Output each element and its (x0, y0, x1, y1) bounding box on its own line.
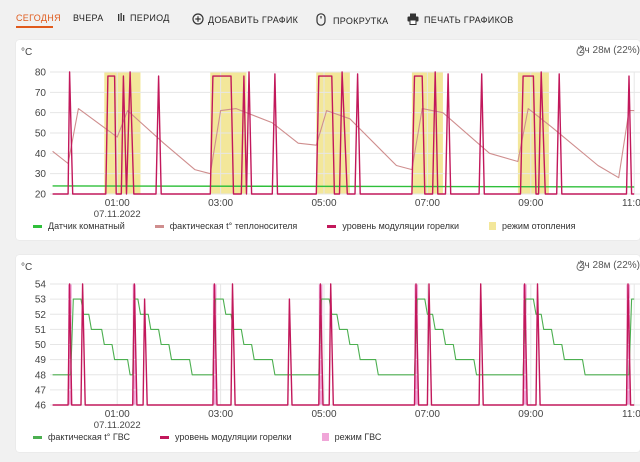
x-tick-label: 11:00 (622, 409, 640, 420)
heating-legend: Датчик комнатный фактическая t° теплонос… (33, 221, 605, 231)
dhw-legend: фактическая t° ГВС уровень модуляции гор… (33, 432, 411, 442)
legend-swatch (327, 224, 337, 228)
legend-item-dhw-mode[interactable]: режим ГВС (321, 432, 382, 442)
burner-runtime: 2ч 28м (22%) (576, 45, 640, 56)
y-unit-label: °C (21, 262, 33, 273)
burner-runtime-value: 2ч 28м (22%) (578, 260, 640, 271)
scroll-label: ПРОКРУТКА (333, 15, 389, 26)
x-tick-label: 01:00 (105, 198, 130, 209)
x-tick-label: 05:00 (311, 409, 336, 420)
legend-label: фактическая t° теплоносителя (169, 221, 298, 231)
burner-runtime-value: 2ч 28м (22%) (578, 45, 640, 56)
x-tick-label: 05:00 (311, 198, 336, 209)
series-line (52, 185, 635, 188)
scroll-button[interactable]: ПРОКРУТКА (316, 13, 388, 28)
y-tick-label: 70 (35, 88, 47, 99)
y-tick-label: 50 (35, 129, 47, 140)
print-charts-label: ПЕЧАТЬ ГРАФИКОВ (424, 15, 514, 25)
legend-label: Датчик комнатный (48, 221, 125, 231)
date-label: 07.11.2022 (94, 420, 141, 431)
x-tick-label: 11:00 (622, 198, 640, 209)
x-tick-label: 07:00 (415, 198, 440, 209)
series-line (52, 71, 635, 195)
heating-chart-card: 20 30 40 50 60 70 80 01:00 03:00 05:00 07:00 09:00 1… (16, 40, 640, 240)
series-line (52, 108, 635, 179)
legend-item-coolant-temp[interactable]: фактическая t° теплоносителя (154, 221, 298, 231)
legend-item-burner-modulation[interactable]: уровень модуляции горелки (327, 221, 459, 231)
legend-label: режим отопления (501, 221, 576, 231)
heating-chart: 20 30 40 50 60 70 80 01:00 03:00 05:00 07:00 09:00 1… (35, 68, 640, 220)
legend-swatch (321, 433, 329, 441)
y-tick-label: 50 (35, 340, 47, 351)
tab-yesterday-label: ВЧЕРА (73, 13, 104, 23)
y-tick-label: 52 (35, 310, 47, 321)
date-label: 07.11.2022 (94, 209, 141, 220)
series-line (52, 298, 635, 376)
y-tick-label: 80 (35, 68, 47, 79)
legend-label: уровень модуляции горелки (342, 221, 459, 231)
x-tick-label: 03:00 (208, 198, 233, 209)
add-chart-button[interactable]: ДОБАВИТЬ ГРАФИК (192, 13, 298, 27)
y-tick-label: 54 (35, 280, 47, 291)
y-tick-label: 20 (35, 190, 47, 201)
legend-label: уровень модуляции горелки (174, 432, 292, 442)
x-tick-label: 07:00 (415, 409, 440, 420)
legend-item-heating-mode[interactable]: режим отопления (488, 221, 576, 231)
tab-today[interactable]: СЕГОДНЯ (16, 13, 61, 23)
series-line (52, 283, 635, 406)
y-tick-label: 49 (35, 355, 47, 366)
dhw-chart-card: 46 47 48 49 50 51 52 53 54 01:00 03:00 05:00 07:00 09… (16, 255, 640, 452)
y-tick-label: 47 (35, 385, 47, 396)
legend-swatch (488, 222, 496, 230)
y-tick-label: 30 (35, 169, 47, 180)
legend-item-room-sensor[interactable]: Датчик комнатный (33, 221, 125, 231)
y-tick-label: 48 (35, 370, 47, 381)
legend-swatch (154, 224, 164, 228)
y-tick-label: 46 (35, 401, 47, 412)
legend-swatch (159, 435, 169, 439)
y-tick-label: 53 (35, 295, 47, 306)
dhw-chart: 46 47 48 49 50 51 52 53 54 01:00 03:00 05:00 07:00 09… (35, 280, 640, 431)
y-tick-label: 40 (35, 149, 47, 160)
legend-label: режим ГВС (334, 432, 382, 442)
legend-swatch (33, 224, 42, 228)
plus-circle-icon (192, 13, 204, 27)
x-tick-label: 01:00 (105, 409, 130, 420)
print-charts-button[interactable]: ПЕЧАТЬ ГРАФИКОВ (407, 13, 514, 27)
toolbar: СЕГОДНЯ ВЧЕРА ПЕРИОД ДОБАВИТЬ ГРАФИК ПРО… (0, 0, 640, 38)
burner-runtime: 2ч 28м (22%) (576, 260, 640, 271)
y-tick-label: 60 (35, 108, 47, 119)
mouse-icon (316, 13, 326, 28)
tab-period[interactable]: ПЕРИОД (118, 13, 170, 23)
x-tick-label: 03:00 (208, 409, 233, 420)
x-tick-label: 09:00 (518, 409, 543, 420)
tab-period-label: ПЕРИОД (130, 13, 170, 23)
tab-today-label: СЕГОДНЯ (16, 13, 61, 23)
legend-item-dhw-temp[interactable]: фактическая t° ГВС (33, 432, 130, 442)
printer-icon (407, 13, 419, 27)
tab-yesterday[interactable]: ВЧЕРА (73, 13, 104, 23)
legend-label: фактическая t° ГВС (48, 432, 130, 442)
legend-item-burner-modulation[interactable]: уровень модуляции горелки (159, 432, 292, 442)
add-chart-label: ДОБАВИТЬ ГРАФИК (208, 15, 299, 25)
x-tick-label: 09:00 (518, 198, 543, 209)
bars-icon (118, 13, 126, 23)
legend-swatch (33, 435, 42, 439)
active-tab-underline (16, 26, 53, 28)
y-tick-label: 51 (35, 325, 47, 336)
y-unit-label: °C (21, 47, 33, 58)
